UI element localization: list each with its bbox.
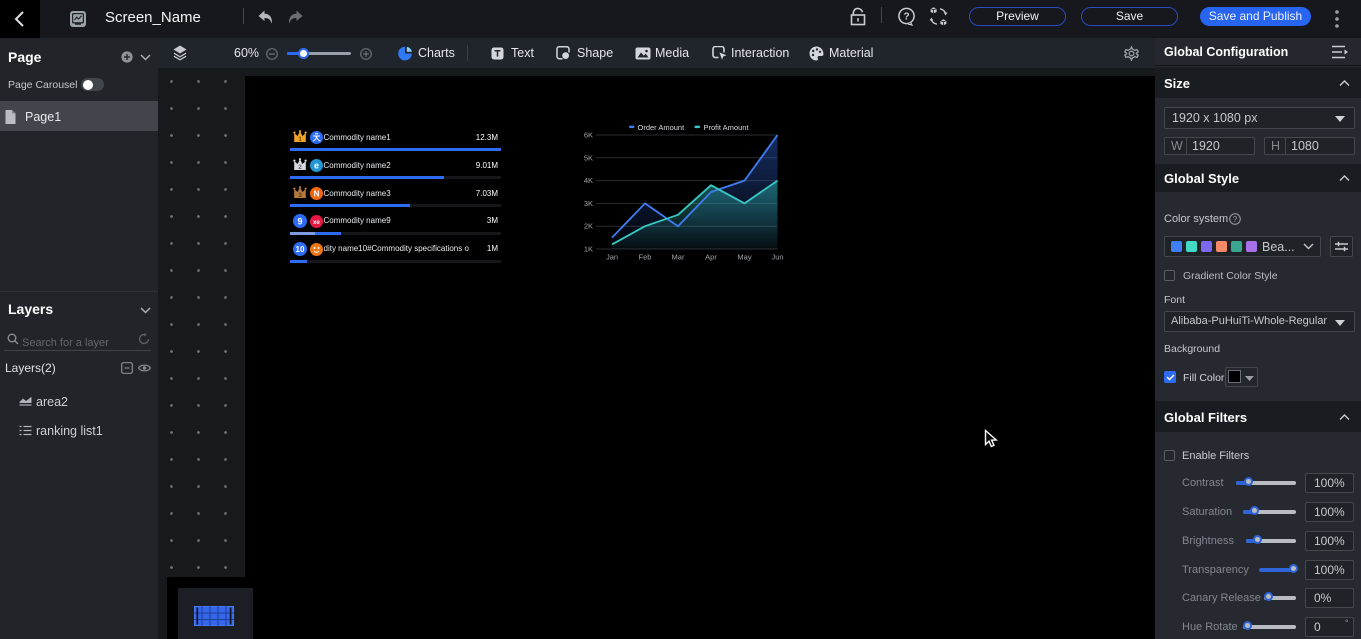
- svg-text:N: N: [314, 189, 320, 198]
- svg-text:5K: 5K: [584, 153, 593, 162]
- svg-text:10: 10: [296, 245, 305, 254]
- svg-text:Apr: Apr: [705, 253, 717, 262]
- svg-text:May: May: [737, 253, 751, 262]
- svg-text:Feb: Feb: [639, 253, 652, 262]
- svg-text:e: e: [314, 161, 319, 171]
- svg-text:4K: 4K: [584, 176, 593, 185]
- svg-text:2K: 2K: [584, 222, 593, 231]
- svg-text:Order Amount: Order Amount: [638, 123, 686, 132]
- svg-text:6K: 6K: [584, 131, 593, 140]
- svg-text:1: 1: [298, 136, 302, 143]
- svg-text:?: ?: [1233, 215, 1238, 224]
- svg-text:2: 2: [298, 164, 302, 171]
- svg-text:Jan: Jan: [606, 253, 618, 262]
- svg-text:Jun: Jun: [771, 253, 783, 262]
- svg-text:3: 3: [298, 192, 302, 199]
- svg-text:Profit Amount: Profit Amount: [704, 123, 750, 132]
- svg-text:Mar: Mar: [672, 253, 685, 262]
- svg-text:3K: 3K: [584, 199, 593, 208]
- svg-text:xe: xe: [313, 220, 320, 226]
- svg-text:1K: 1K: [584, 245, 593, 254]
- svg-text:?: ?: [903, 12, 909, 23]
- svg-text:9: 9: [297, 216, 302, 226]
